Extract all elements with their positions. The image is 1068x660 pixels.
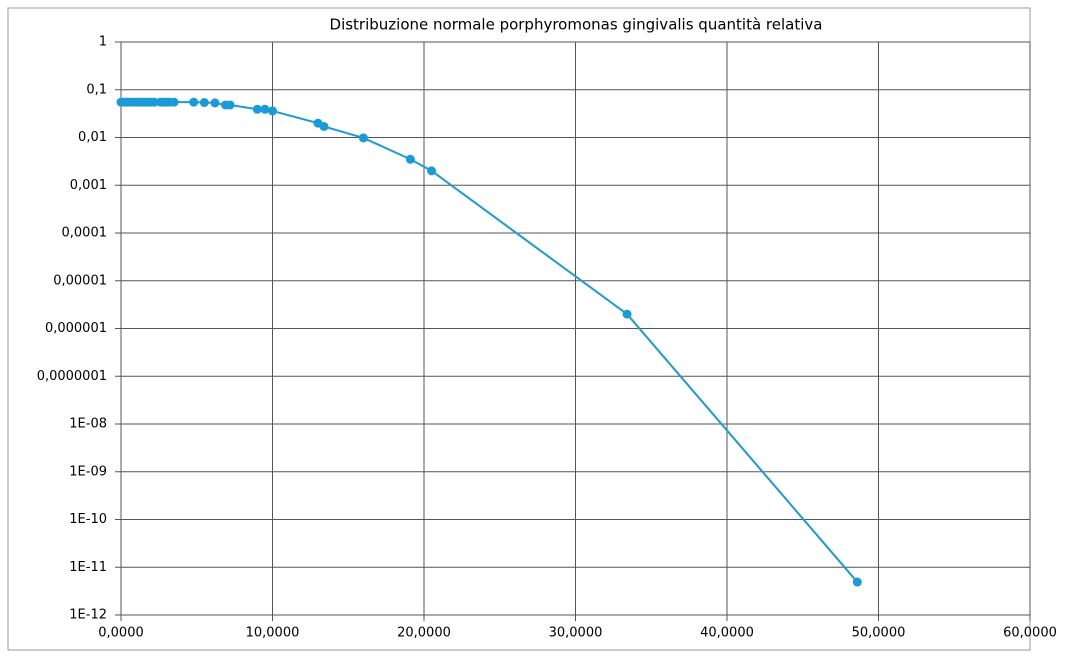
y-tick-label: 0,00001 xyxy=(53,273,107,288)
x-tick-label: 40,0000 xyxy=(700,626,754,641)
y-tick-label: 1E-08 xyxy=(69,417,107,432)
data-point xyxy=(225,100,235,110)
data-point xyxy=(852,577,862,587)
y-tick-label: 1E-12 xyxy=(69,608,107,623)
y-tick-label: 0,1 xyxy=(86,82,107,97)
y-tick-label: 1E-11 xyxy=(69,560,107,575)
data-point xyxy=(189,97,199,107)
x-tick-label: 20,0000 xyxy=(397,626,451,641)
data-point xyxy=(405,154,415,164)
y-tick-label: 0,0001 xyxy=(62,226,108,241)
data-point xyxy=(358,133,368,143)
y-tick-label: 0,001 xyxy=(70,178,107,193)
data-point xyxy=(319,121,329,131)
x-tick-label: 0,0000 xyxy=(98,626,144,641)
y-tick-label: 0,01 xyxy=(78,130,107,145)
data-point xyxy=(622,309,632,319)
y-tick-label: 0,0000001 xyxy=(37,369,107,384)
x-tick-label: 60,0000 xyxy=(1003,626,1057,641)
data-point xyxy=(268,106,277,116)
y-tick-label: 1E-10 xyxy=(69,512,107,527)
y-tick-label: 0,000001 xyxy=(45,321,107,336)
data-point xyxy=(210,98,220,108)
data-point xyxy=(427,166,437,176)
chart-title: Distribuzione normale porphyromonas ging… xyxy=(330,16,823,34)
data-point xyxy=(169,97,179,107)
data-point xyxy=(260,104,270,114)
data-point xyxy=(252,104,262,114)
y-tick-label: 1 xyxy=(99,35,107,50)
x-tick-label: 10,0000 xyxy=(246,626,300,641)
data-point xyxy=(199,98,209,108)
x-tick-label: 30,0000 xyxy=(549,626,603,641)
y-tick-label: 1E-09 xyxy=(69,464,107,479)
x-tick-label: 50,0000 xyxy=(852,626,906,641)
series-line xyxy=(121,101,859,583)
